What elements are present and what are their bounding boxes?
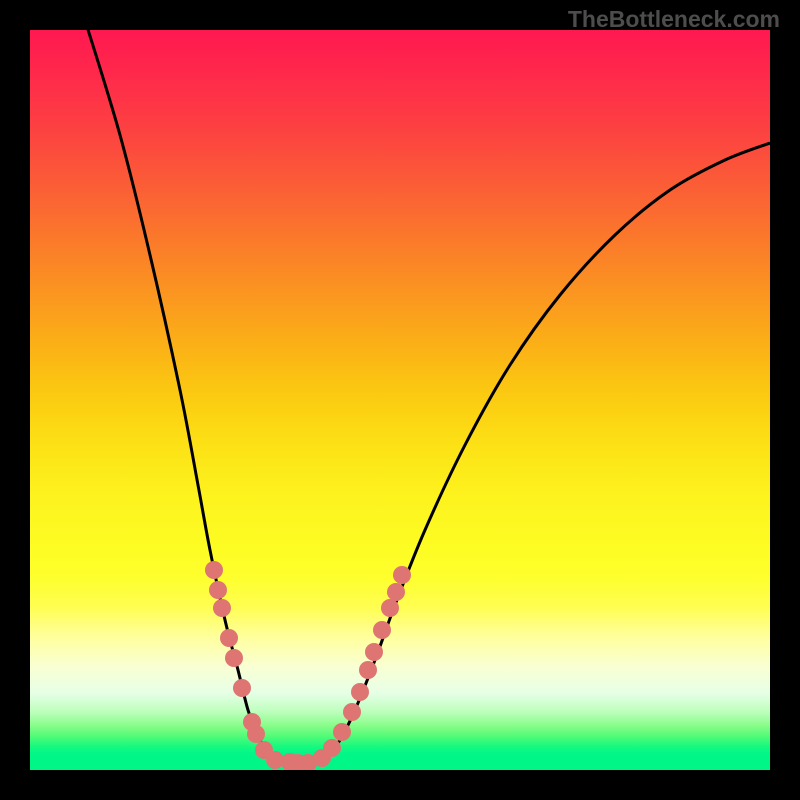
data-point <box>323 739 341 757</box>
data-point <box>359 661 377 679</box>
data-point <box>365 643 383 661</box>
data-point <box>343 703 361 721</box>
chart-svg <box>30 30 770 770</box>
data-point <box>381 599 399 617</box>
curve-right <box>317 143 770 762</box>
data-point <box>205 561 223 579</box>
data-point <box>233 679 251 697</box>
watermark-text: TheBottleneck.com <box>568 6 780 33</box>
data-point <box>247 725 265 743</box>
data-point <box>220 629 238 647</box>
data-point <box>333 723 351 741</box>
data-point <box>351 683 369 701</box>
data-point <box>373 621 391 639</box>
data-point <box>393 566 411 584</box>
data-point <box>213 599 231 617</box>
curve-left <box>85 30 280 762</box>
data-point <box>387 583 405 601</box>
data-point <box>209 581 227 599</box>
data-point <box>225 649 243 667</box>
chart-plot-area <box>30 30 770 770</box>
